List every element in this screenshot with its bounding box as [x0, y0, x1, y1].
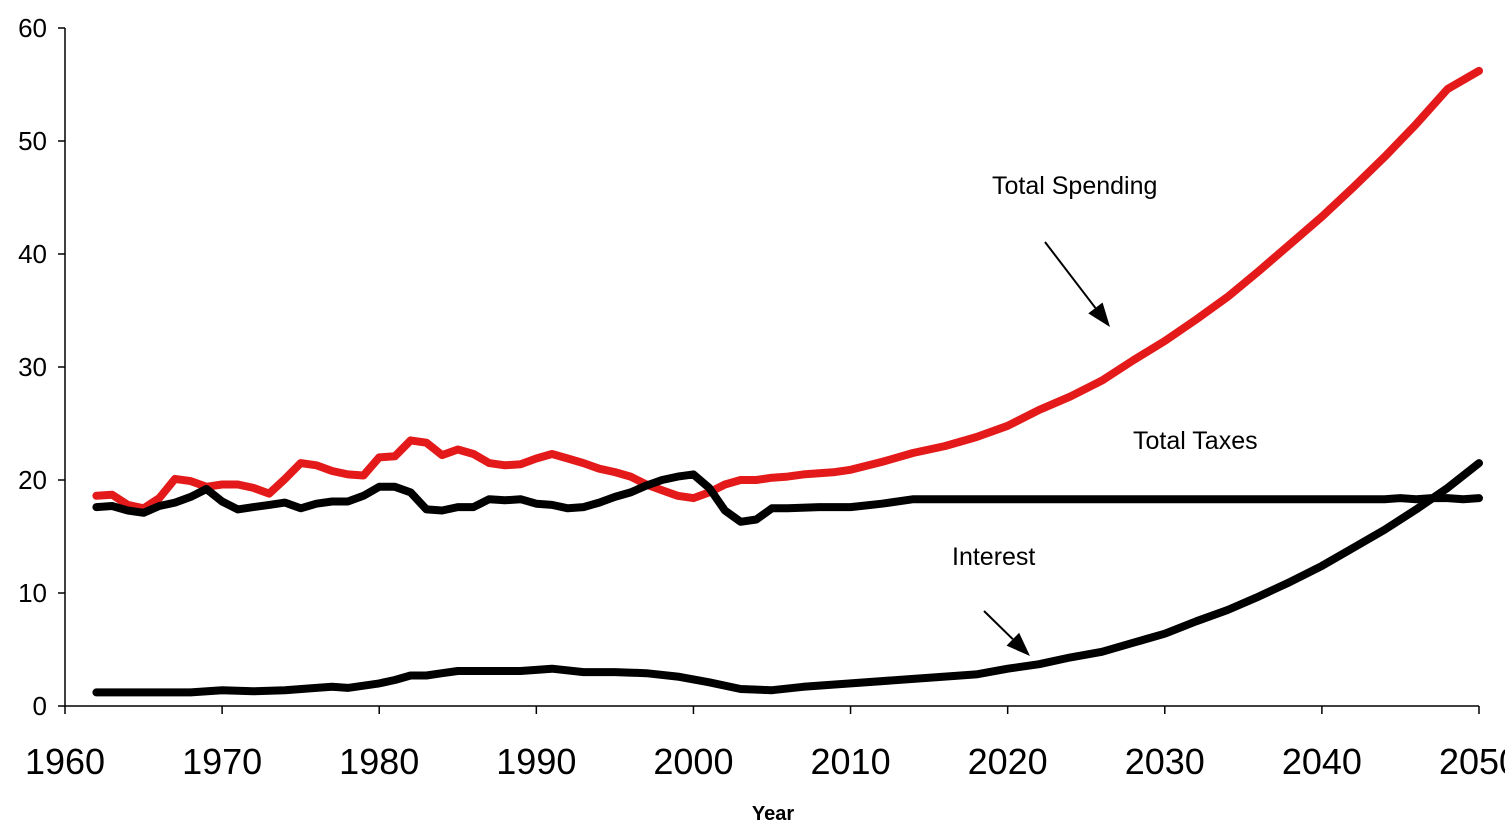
plot-lines [92, 66, 1483, 697]
x-tick-label: 1990 [496, 741, 576, 782]
annotation-interest: Interest [952, 543, 1035, 571]
y-tick-label: 0 [33, 691, 47, 721]
arrow-interest-head [1006, 632, 1030, 656]
arrow-total-spending [1044, 241, 1110, 327]
series-line-interest [92, 459, 1483, 697]
arrow-total-spending-head [1088, 302, 1110, 327]
y-tick-label: 10 [18, 578, 47, 608]
x-tick-label: 2010 [811, 741, 891, 782]
x-tick-label: 2000 [653, 741, 733, 782]
y-tick-label: 20 [18, 465, 47, 495]
x-tick-label: 1960 [25, 741, 105, 782]
x-tick-label: 2050 [1439, 741, 1505, 782]
y-tick-label: 60 [18, 13, 47, 43]
x-tick-label: 2040 [1282, 741, 1362, 782]
x-tick-label: 2020 [968, 741, 1048, 782]
y-tick-label: 50 [18, 126, 47, 156]
arrow-total-spending-shaft [1044, 241, 1097, 309]
arrow-interest-shaft [983, 610, 1014, 640]
y-tick-label: 40 [18, 239, 47, 269]
x-tick-label: 1980 [339, 741, 419, 782]
x-axis-title: Year [752, 803, 794, 825]
x-tick-label: 1970 [182, 741, 262, 782]
series-line-total-taxes [92, 470, 1483, 526]
annotation-arrows [983, 241, 1110, 656]
y-tick-label: 30 [18, 352, 47, 382]
annotation-total-taxes: Total Taxes [1133, 427, 1258, 455]
annotation-total-spending: Total Spending [992, 172, 1157, 200]
arrow-interest [983, 610, 1030, 656]
x-tick-label: 2030 [1125, 741, 1205, 782]
series-line-total-spending [92, 66, 1483, 513]
y-axis: 0 10 20 30 40 50 60 [18, 13, 66, 721]
x-axis: 1960 1970 1980 1990 2000 2010 2020 2030 2040 2050 [25, 705, 1505, 782]
